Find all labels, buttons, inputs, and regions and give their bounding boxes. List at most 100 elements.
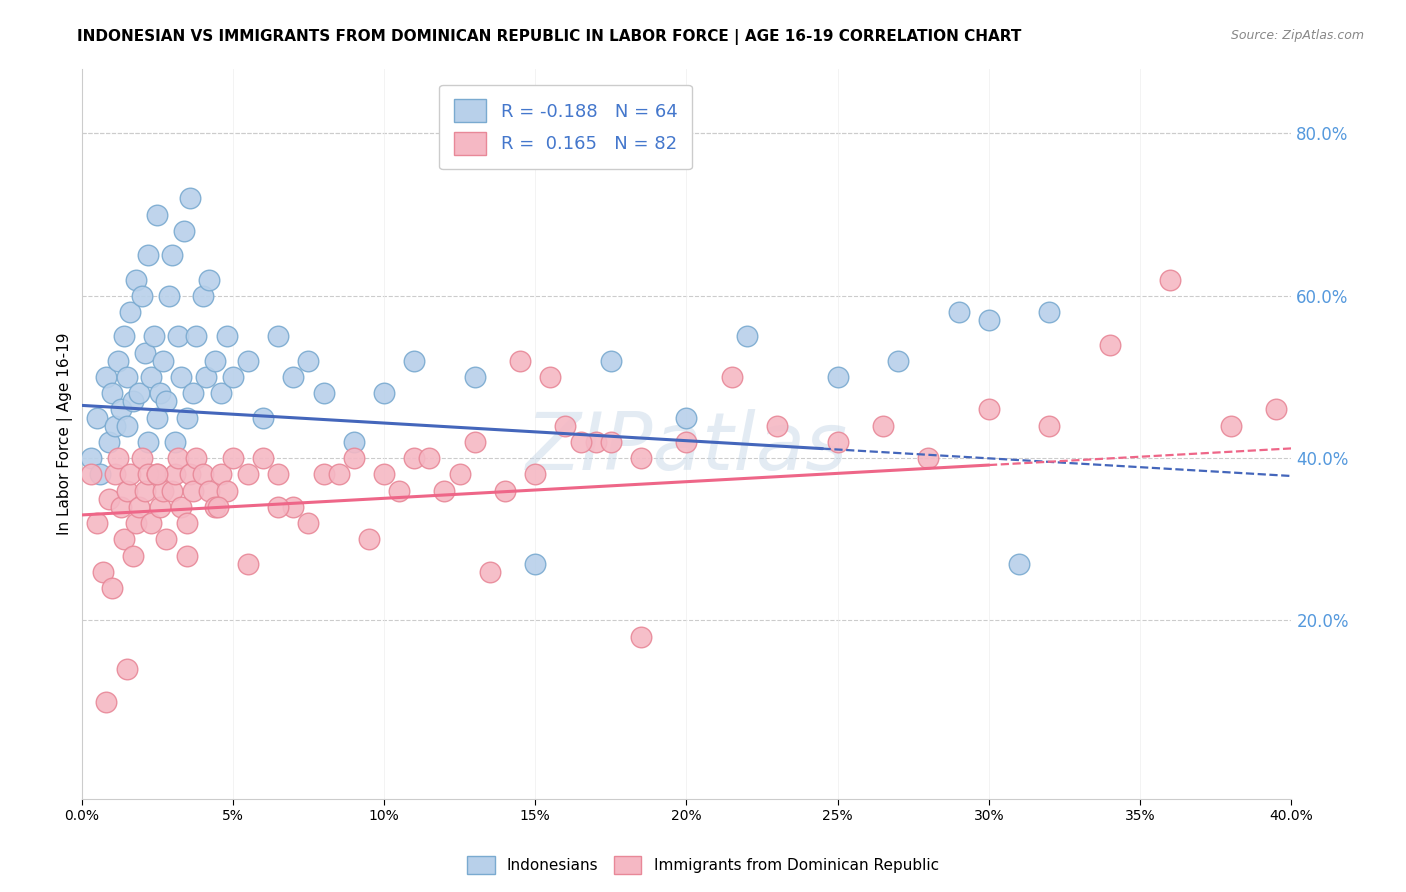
Point <box>312 386 335 401</box>
Point <box>94 695 117 709</box>
Point <box>186 451 208 466</box>
Point <box>977 402 1000 417</box>
Point <box>388 483 411 498</box>
Point <box>675 410 697 425</box>
Point <box>152 353 174 368</box>
Point <box>585 434 607 449</box>
Point <box>630 630 652 644</box>
Point <box>136 467 159 482</box>
Point <box>766 418 789 433</box>
Point <box>100 386 122 401</box>
Point <box>183 386 205 401</box>
Text: ZIPatlas: ZIPatlas <box>526 409 848 487</box>
Point <box>418 451 440 466</box>
Point <box>112 329 135 343</box>
Point <box>146 467 169 482</box>
Point <box>122 394 145 409</box>
Point <box>173 224 195 238</box>
Point <box>1159 272 1181 286</box>
Point <box>404 353 426 368</box>
Point <box>167 329 190 343</box>
Point <box>215 483 238 498</box>
Point <box>104 418 127 433</box>
Point <box>191 467 214 482</box>
Point <box>100 581 122 595</box>
Point <box>110 402 132 417</box>
Point <box>283 370 305 384</box>
Legend: Indonesians, Immigrants from Dominican Republic: Indonesians, Immigrants from Dominican R… <box>461 850 945 880</box>
Point <box>630 451 652 466</box>
Point <box>146 410 169 425</box>
Point <box>131 289 153 303</box>
Point <box>107 451 129 466</box>
Point <box>128 500 150 514</box>
Point <box>86 410 108 425</box>
Point <box>179 191 201 205</box>
Point <box>1098 337 1121 351</box>
Point <box>209 467 232 482</box>
Point <box>948 305 970 319</box>
Point <box>464 370 486 384</box>
Point <box>328 467 350 482</box>
Point <box>125 516 148 530</box>
Point <box>343 434 366 449</box>
Point <box>357 533 380 547</box>
Point <box>599 353 621 368</box>
Point <box>312 467 335 482</box>
Point <box>115 662 138 676</box>
Point <box>115 370 138 384</box>
Point <box>554 418 576 433</box>
Point <box>494 483 516 498</box>
Point <box>167 451 190 466</box>
Point <box>977 313 1000 327</box>
Point <box>136 434 159 449</box>
Point <box>139 370 162 384</box>
Point <box>1038 418 1060 433</box>
Point <box>373 467 395 482</box>
Point <box>115 483 138 498</box>
Point <box>176 516 198 530</box>
Point <box>194 370 217 384</box>
Point <box>872 418 894 433</box>
Point <box>170 370 193 384</box>
Point <box>162 483 184 498</box>
Point <box>267 329 290 343</box>
Point <box>1265 402 1288 417</box>
Text: INDONESIAN VS IMMIGRANTS FROM DOMINICAN REPUBLIC IN LABOR FORCE | AGE 16-19 CORR: INDONESIAN VS IMMIGRANTS FROM DOMINICAN … <box>77 29 1022 45</box>
Point <box>433 483 456 498</box>
Point <box>1038 305 1060 319</box>
Text: Source: ZipAtlas.com: Source: ZipAtlas.com <box>1230 29 1364 42</box>
Point <box>236 467 259 482</box>
Point <box>827 370 849 384</box>
Point <box>252 410 274 425</box>
Point <box>134 483 156 498</box>
Point <box>1220 418 1243 433</box>
Point <box>139 516 162 530</box>
Point <box>149 500 172 514</box>
Point <box>599 434 621 449</box>
Point <box>449 467 471 482</box>
Point <box>197 272 219 286</box>
Point <box>675 434 697 449</box>
Point <box>146 467 169 482</box>
Point <box>183 483 205 498</box>
Point <box>122 549 145 563</box>
Point <box>204 353 226 368</box>
Point <box>134 345 156 359</box>
Point <box>165 467 187 482</box>
Point <box>97 434 120 449</box>
Point <box>94 370 117 384</box>
Point <box>89 467 111 482</box>
Point <box>222 451 245 466</box>
Point <box>1008 557 1031 571</box>
Point <box>297 353 319 368</box>
Point <box>136 248 159 262</box>
Point <box>373 386 395 401</box>
Point <box>478 565 501 579</box>
Point <box>464 434 486 449</box>
Point <box>887 353 910 368</box>
Point <box>118 467 141 482</box>
Point <box>524 467 547 482</box>
Point <box>297 516 319 530</box>
Point <box>125 272 148 286</box>
